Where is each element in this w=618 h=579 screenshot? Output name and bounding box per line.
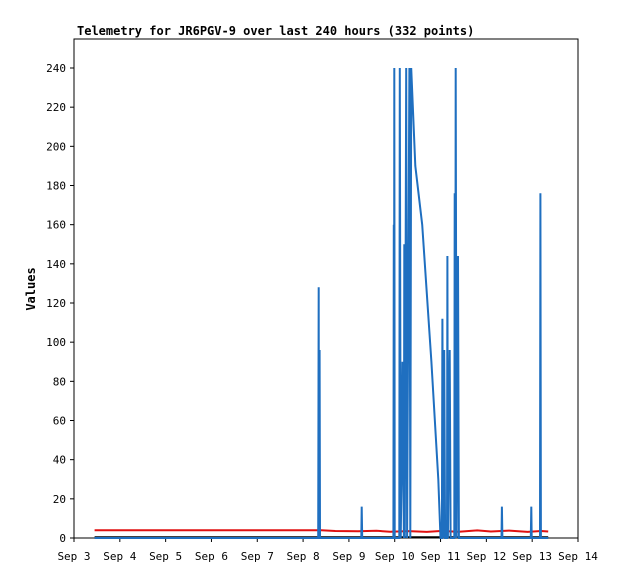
y-tick-label: 40 [53,454,66,467]
x-axis: Sep 3 Sep 4 Sep 5 Sep 6 Sep 7 Sep 8 Sep 9 Sep 1… [57,538,598,563]
x-tick-label: Sep 10 [375,550,415,563]
x-tick-label: Sep 4 [103,550,136,563]
y-tick-label: 120 [46,297,66,310]
series-line-blue [94,67,549,539]
chart-title: Telemetry for JR6PGV-9 over last 240 hou… [77,24,474,38]
x-tick-label: Sep 5 [149,550,182,563]
x-tick-label: Sep 3 [57,550,90,563]
y-tick-label: 20 [53,493,66,506]
plot-area [73,38,579,539]
y-tick-label: 180 [46,180,66,193]
x-tick-label: Sep 8 [287,550,320,563]
y-tick-label: 60 [53,415,66,428]
x-tick-label: Sep 11 [421,550,461,563]
y-tick-label: 80 [53,375,66,388]
y-tick-label: 140 [46,258,66,271]
y-tick-label: 200 [46,140,66,153]
y-tick-label: 240 [46,62,66,75]
y-tick-label: 220 [46,101,66,114]
x-tick-label: Sep 13 [512,550,552,563]
x-tick-label: Sep 6 [195,550,228,563]
y-tick-label: 160 [46,219,66,232]
series-layer [94,67,549,539]
x-tick-label: Sep 12 [466,550,506,563]
x-tick-label: Sep 7 [241,550,274,563]
y-tick-label: 100 [46,336,66,349]
x-tick-label: Sep 9 [332,550,365,563]
y-axis: 0 20 40 60 80 100 120 140 160 180 200 220 240 [46,62,74,545]
y-tick-label: 0 [59,532,66,545]
x-tick-label: Sep 14 [558,550,598,563]
y-axis-label: Values [24,267,38,310]
